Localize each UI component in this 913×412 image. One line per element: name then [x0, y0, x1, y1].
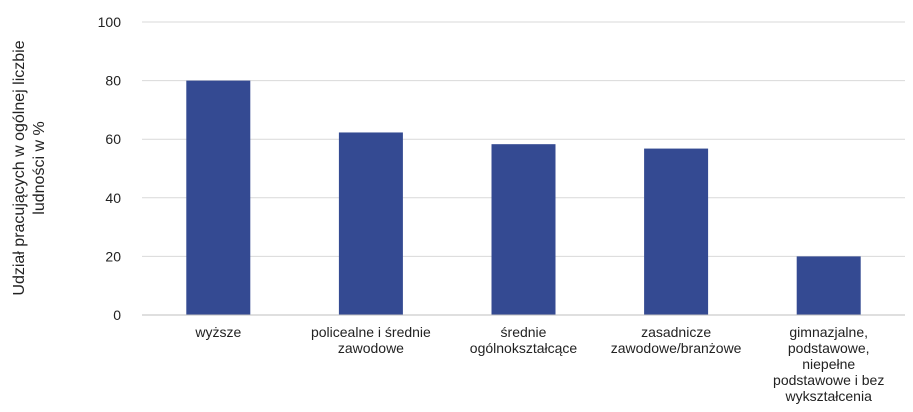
- bar: [796, 256, 861, 315]
- bar: [338, 132, 403, 315]
- bar: [186, 80, 251, 315]
- y-tick-label: 80: [105, 73, 121, 89]
- bar: [644, 148, 709, 315]
- y-tick-label: 40: [105, 190, 121, 206]
- y-tick-label: 0: [113, 307, 121, 323]
- y-tick-label: 60: [105, 131, 121, 147]
- gridlines: [142, 21, 905, 257]
- category-label: policealne i średnie zawodowe: [311, 324, 431, 356]
- category-label: zasadnicze zawodowe/branżowe: [611, 324, 742, 356]
- y-axis-title: Udział pracujących w ogólnej liczbie ludn…: [11, 40, 48, 295]
- category-label: średnie ogólnokształcące: [470, 324, 578, 356]
- category-label: wyższe: [194, 324, 241, 340]
- bar: [491, 144, 556, 315]
- category-label: gimnazjalne, podstawowe, niepełne podstawow…: [773, 324, 884, 404]
- bars: [186, 80, 861, 315]
- category-labels: wyższe policealne i średnie zawodowe średni…: [194, 324, 884, 404]
- y-axis-tick-labels: 0 20 40 60 80 100: [98, 14, 122, 323]
- y-tick-label: 20: [105, 248, 121, 264]
- y-tick-label: 100: [98, 14, 122, 30]
